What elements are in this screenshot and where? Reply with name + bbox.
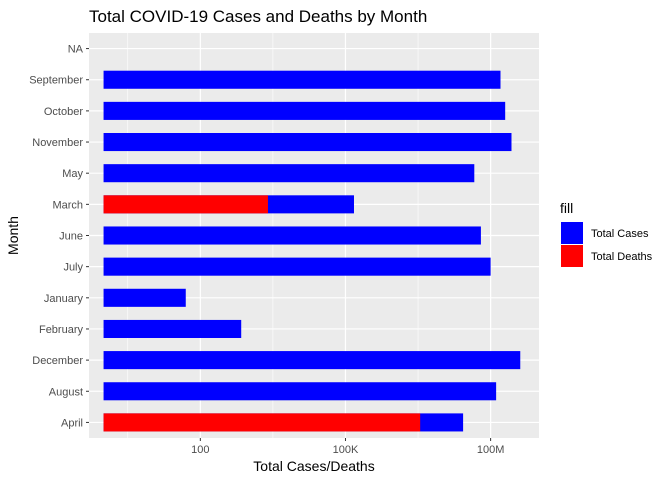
y-tick-label: December <box>32 355 83 367</box>
y-tick-label: NA <box>68 44 84 56</box>
bar-total-cases-september <box>103 70 501 89</box>
bar-total-cases-november <box>103 133 512 152</box>
bar-total-cases-february <box>103 319 242 338</box>
bars <box>103 70 521 432</box>
legend-title: fill <box>560 200 573 216</box>
bar-total-cases-august <box>103 382 497 401</box>
y-tick-label: March <box>52 199 83 211</box>
y-tick-label: November <box>32 137 83 149</box>
y-tick-label: April <box>61 417 83 429</box>
y-tick-label: October <box>44 106 83 118</box>
x-axis-ticks: 100 100K 100M <box>191 438 504 456</box>
y-axis-ticks: NA September October November May March June Ju… <box>29 44 89 429</box>
bar-total-cases-june <box>103 226 481 245</box>
x-tick-label: 100 <box>191 444 209 456</box>
bar-total-cases-may <box>103 164 475 183</box>
x-tick-label: 100K <box>333 444 359 456</box>
y-tick-label: August <box>49 386 83 398</box>
bar-total-cases-october <box>103 101 506 120</box>
y-tick-label: February <box>39 324 84 336</box>
y-axis-title: Month <box>5 216 21 255</box>
bar-total-cases-july <box>103 257 491 276</box>
bar-total-cases-january <box>103 288 186 307</box>
legend-label: Total Deaths <box>591 251 653 263</box>
y-tick-label: May <box>62 168 83 180</box>
bar-total-cases-december <box>103 351 521 370</box>
bar-total-deaths-april <box>103 413 421 432</box>
y-tick-label: June <box>59 231 83 243</box>
bar-total-deaths-march <box>103 195 268 214</box>
x-axis-title: Total Cases/Deaths <box>253 458 374 474</box>
legend-key-total-deaths <box>561 245 583 267</box>
x-tick-label: 100M <box>477 444 505 456</box>
chart-title: Total COVID-19 Cases and Deaths by Month <box>89 7 427 26</box>
legend: fill Total Cases Total Deaths <box>560 200 653 267</box>
y-tick-label: September <box>29 75 83 87</box>
y-tick-label: July <box>63 262 83 274</box>
legend-label: Total Cases <box>591 228 649 240</box>
y-tick-label: January <box>44 293 84 305</box>
legend-key-total-cases <box>561 222 583 244</box>
